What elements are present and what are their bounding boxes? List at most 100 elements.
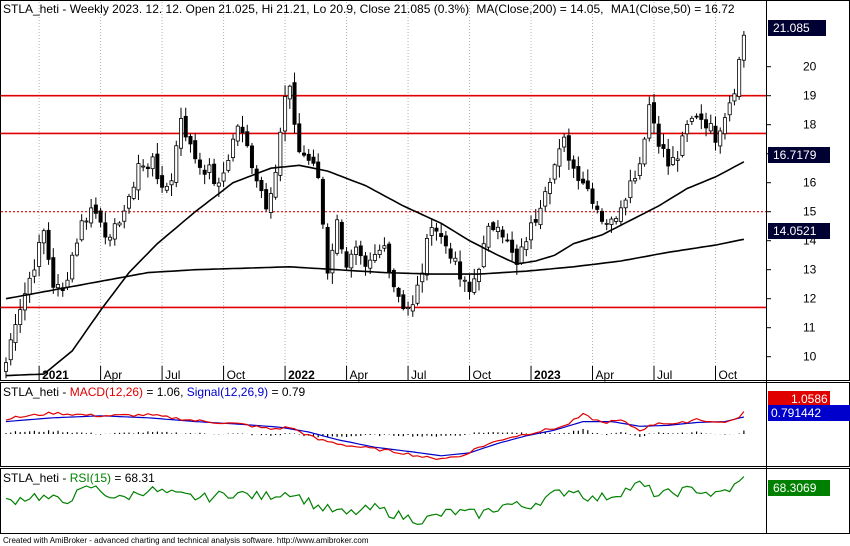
candle-body xyxy=(661,144,666,149)
svg-text:21.085: 21.085 xyxy=(773,21,810,35)
ma200-line xyxy=(5,238,745,300)
candle-body xyxy=(524,241,529,251)
candle-body xyxy=(486,225,491,248)
candle-body xyxy=(93,204,98,214)
price-header-info: STLA_heti - Weekly 2023. 12. 12. Open 21… xyxy=(3,2,469,16)
candle-body xyxy=(708,123,713,132)
candle-body xyxy=(202,169,207,175)
candle-body xyxy=(533,219,538,223)
rsi-header: STLA_heti - RSI(15) = 68.31 xyxy=(3,471,155,485)
candle-body xyxy=(103,222,108,238)
candle-body xyxy=(150,156,155,170)
y-tick-label: 13 xyxy=(803,263,817,277)
candle-body xyxy=(415,284,420,304)
candle-body xyxy=(84,220,89,223)
rsi-value-tag: 68.3069 xyxy=(768,480,830,496)
candle-body xyxy=(259,180,264,192)
candle-body xyxy=(590,188,595,204)
y-tick-label: 12 xyxy=(803,292,817,306)
candle-body xyxy=(117,222,122,226)
candle-body xyxy=(458,261,463,280)
candle-body xyxy=(131,186,136,199)
candle-body xyxy=(183,115,188,138)
candle-body xyxy=(637,163,642,176)
candle-body xyxy=(618,207,623,222)
candle-body xyxy=(722,117,727,135)
candle-body xyxy=(581,178,586,184)
x-tick-label: Jul xyxy=(165,368,180,382)
candle-body xyxy=(529,222,534,241)
svg-text:68.3069: 68.3069 xyxy=(773,481,817,495)
candle-body xyxy=(240,126,245,133)
candle-body xyxy=(476,268,481,282)
candle-body xyxy=(344,251,349,268)
y-tick-label: 16 xyxy=(803,176,817,190)
candle-body xyxy=(226,160,231,171)
y-tick-label: 15 xyxy=(803,205,817,219)
candle-body xyxy=(56,284,61,289)
candle-body xyxy=(680,135,685,156)
candle-body xyxy=(505,239,510,242)
candle-body xyxy=(453,257,458,262)
candle-body xyxy=(126,195,131,209)
candle-body xyxy=(510,239,515,253)
candle-body xyxy=(566,135,571,161)
candle-body xyxy=(547,181,552,194)
candle-body xyxy=(647,104,652,139)
candle-body xyxy=(382,245,387,249)
candle-body xyxy=(287,85,292,100)
candle-body xyxy=(188,135,193,145)
candle-body xyxy=(704,119,709,129)
candle-body xyxy=(481,243,486,268)
candle-body xyxy=(429,227,434,236)
candle-body xyxy=(112,223,117,240)
candle-body xyxy=(98,210,103,223)
candle-body xyxy=(652,102,657,124)
candle-body xyxy=(349,253,354,269)
candle-body xyxy=(614,218,619,222)
candle-body xyxy=(89,207,94,224)
candle-body xyxy=(633,178,638,182)
candle-body xyxy=(642,138,647,165)
candle-body xyxy=(70,254,75,280)
candle-body xyxy=(363,255,368,267)
candle-body xyxy=(264,189,269,210)
candle-body xyxy=(155,153,160,180)
candle-body xyxy=(434,227,439,232)
candle-body xyxy=(330,249,335,274)
candle-body xyxy=(8,339,13,361)
candle-body xyxy=(179,118,184,149)
candle-body xyxy=(4,362,9,372)
y-tick-label: 19 xyxy=(803,89,817,103)
candle-body xyxy=(169,180,174,186)
candle-body xyxy=(727,102,732,116)
price-y-ticks: 1011121314151617181920 xyxy=(766,60,817,364)
candle-body xyxy=(585,180,590,190)
x-tick-label: Apr xyxy=(350,368,369,382)
candle-body xyxy=(335,219,340,254)
candle-body xyxy=(108,236,113,241)
price-header: STLA_heti - Weekly 2023. 12. 12. Open 21… xyxy=(3,2,735,16)
candle-body xyxy=(339,221,344,250)
candle-body xyxy=(675,158,680,161)
x-tick-label: Jul xyxy=(657,368,672,382)
svg-text:14.0521: 14.0521 xyxy=(773,224,817,238)
candle-body xyxy=(13,324,18,344)
svg-text:0.791442: 0.791442 xyxy=(771,406,821,420)
ma50-value-tag: 16.7179 xyxy=(768,147,830,163)
candle-body xyxy=(467,281,472,293)
macd-histogram xyxy=(5,428,745,438)
x-tick-label: 2021 xyxy=(42,368,69,382)
ma50-line xyxy=(5,161,745,377)
ma200-value-tag: 14.0521 xyxy=(768,223,830,239)
candle-body xyxy=(51,257,56,288)
candle-body xyxy=(694,115,699,118)
candle-body xyxy=(37,242,42,267)
svg-text:16.7179: 16.7179 xyxy=(773,148,817,162)
candle-body xyxy=(301,152,306,156)
candle-body xyxy=(368,259,373,269)
macd-line xyxy=(5,411,745,461)
grid-lines xyxy=(38,2,716,366)
candle-body xyxy=(401,294,406,310)
last-close-tag: 21.085 xyxy=(768,20,826,36)
